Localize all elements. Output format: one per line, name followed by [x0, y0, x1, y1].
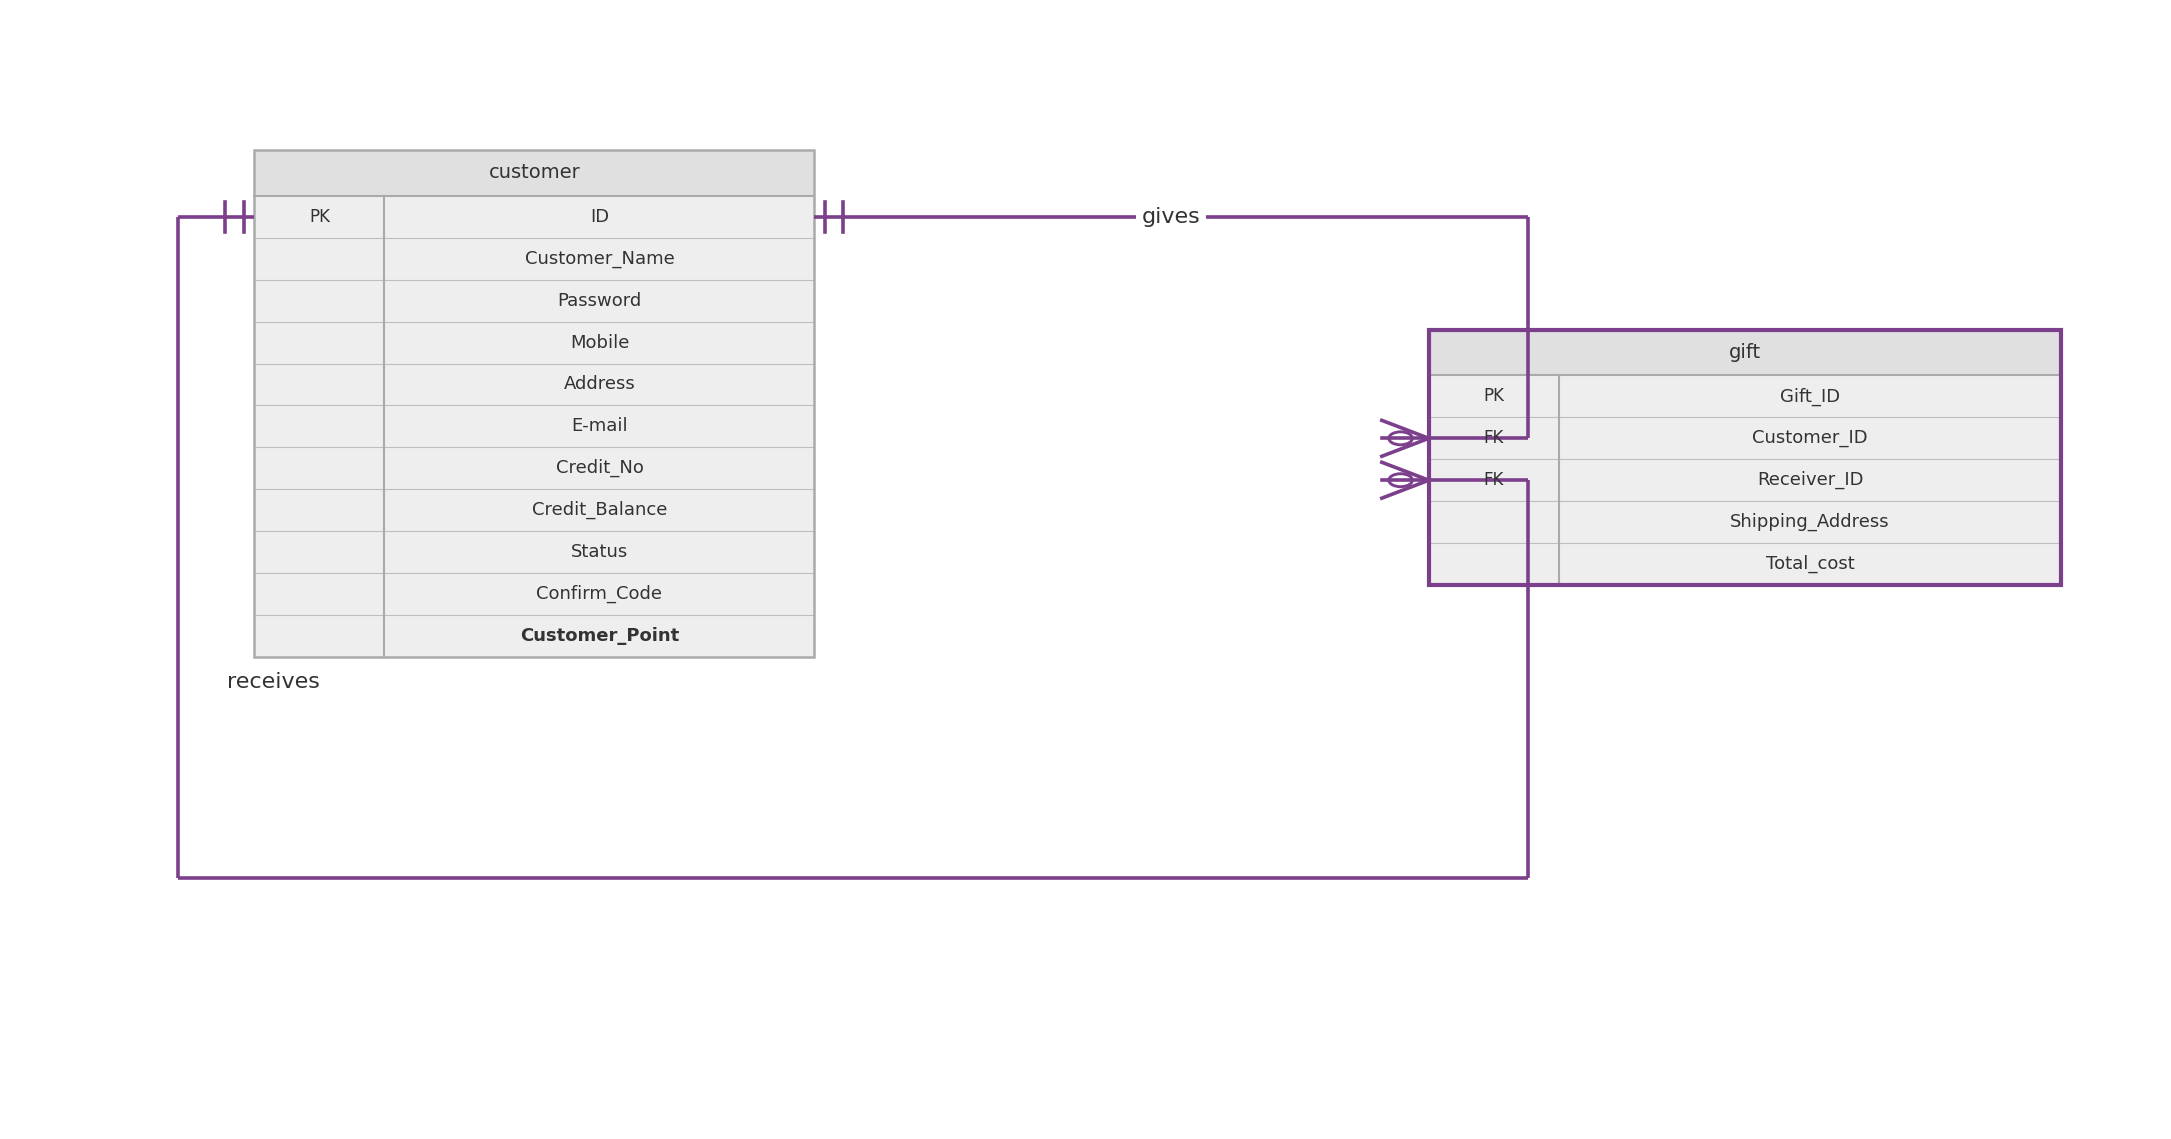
- Text: Address: Address: [564, 376, 636, 393]
- Text: Gift_ID: Gift_ID: [1780, 387, 1841, 405]
- Text: Credit_Balance: Credit_Balance: [532, 501, 666, 519]
- Bar: [1429, 329, 2060, 585]
- Text: Customer_Name: Customer_Name: [525, 249, 675, 268]
- Text: Total_cost: Total_cost: [1765, 555, 1854, 573]
- Text: PK: PK: [308, 207, 330, 226]
- Text: Credit_No: Credit_No: [556, 459, 643, 477]
- Text: customer: customer: [488, 164, 580, 182]
- Text: Shipping_Address: Shipping_Address: [1730, 513, 1891, 531]
- Text: Receiver_ID: Receiver_ID: [1756, 472, 1863, 490]
- Text: gives: gives: [1142, 207, 1201, 227]
- Bar: [254, 196, 814, 657]
- Text: Customer_Point: Customer_Point: [519, 626, 680, 645]
- Text: receives: receives: [228, 672, 319, 691]
- Bar: [1429, 376, 2060, 585]
- Text: FK: FK: [1483, 429, 1505, 448]
- Bar: [254, 150, 814, 657]
- Text: ID: ID: [591, 207, 610, 226]
- Text: PK: PK: [1483, 387, 1505, 405]
- Text: Status: Status: [571, 543, 627, 562]
- Text: Password: Password: [558, 292, 643, 310]
- Text: E-mail: E-mail: [571, 417, 627, 435]
- Bar: [1429, 329, 2060, 585]
- Text: Customer_ID: Customer_ID: [1752, 429, 1867, 448]
- Bar: [1429, 329, 2060, 376]
- Bar: [254, 150, 814, 196]
- Text: FK: FK: [1483, 472, 1505, 490]
- Text: Mobile: Mobile: [569, 334, 630, 352]
- Text: gift: gift: [1728, 343, 1761, 362]
- Text: Confirm_Code: Confirm_Code: [536, 584, 662, 603]
